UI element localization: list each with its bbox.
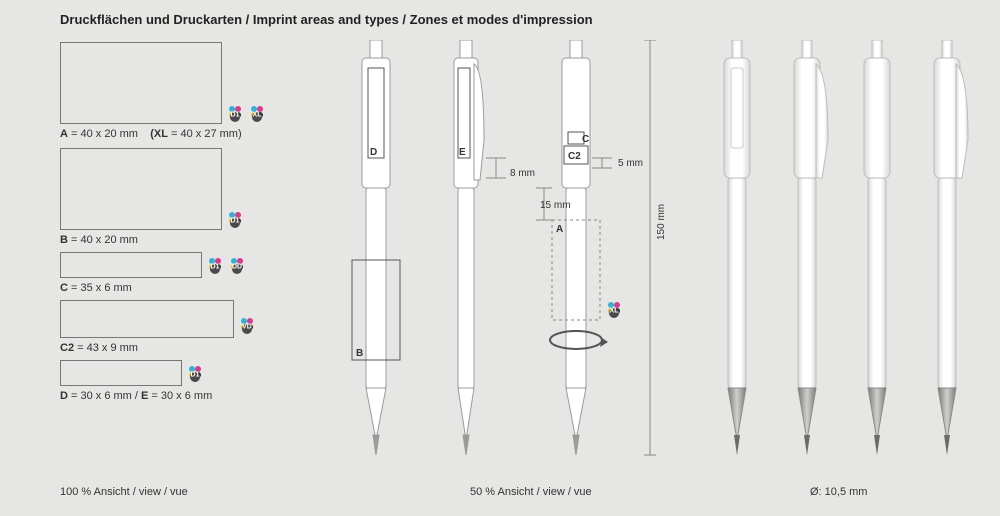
area-DE-icons: D1 <box>186 364 204 382</box>
icon-DD: DD <box>228 256 246 274</box>
area-DE-label: D = 30 x 6 mm / E = 30 x 6 mm <box>60 390 212 402</box>
area-B-icons: D1 <box>226 210 244 228</box>
dim-150mm: 150 mm <box>656 204 667 240</box>
icon-D1: D1 <box>206 256 224 274</box>
icon-D1: D1 <box>226 210 244 228</box>
middle-diagram: D B E <box>330 40 700 470</box>
icon-D1: D1 <box>226 104 244 122</box>
dim-5mm: 5 mm <box>618 158 643 169</box>
dim-15mm: 15 mm <box>540 200 571 211</box>
zone-C2-label: C2 <box>568 151 581 162</box>
footer-mid: 50 % Ansicht / view / vue <box>470 486 592 498</box>
area-C2-icons: VD <box>238 316 256 334</box>
area-B-label: B = 40 x 20 mm <box>60 234 138 246</box>
area-A-icons: D1 XL <box>226 104 266 122</box>
area-C-label: C = 35 x 6 mm <box>60 282 132 294</box>
zone-A-label: A <box>556 224 563 235</box>
zone-B-label: B <box>356 348 363 359</box>
area-A-box <box>60 42 222 124</box>
area-C2-label: C2 = 43 x 9 mm <box>60 342 138 354</box>
area-B-box <box>60 148 222 230</box>
icon-XL: XL <box>605 300 623 318</box>
area-C-icons: D1 DD <box>206 256 246 274</box>
area-C2-box <box>60 300 234 338</box>
icon-XL: XL <box>248 104 266 122</box>
dim-8mm: 8 mm <box>510 168 535 179</box>
zone-D-label: D <box>370 147 377 158</box>
zone-E-label: E <box>459 147 466 158</box>
product-pens <box>720 40 1000 470</box>
footer-right: Ø: 10,5 mm <box>810 486 867 498</box>
page: Druckflächen und Druckarten / Imprint ar… <box>0 0 1000 516</box>
icon-VD: VD <box>238 316 256 334</box>
footer-left: 100 % Ansicht / view / vue <box>60 486 188 498</box>
page-title: Druckflächen und Druckarten / Imprint ar… <box>60 12 593 27</box>
zone-C-label: C <box>582 134 589 145</box>
icon-D1: D1 <box>186 364 204 382</box>
area-C-box <box>60 252 202 278</box>
area-DE-box <box>60 360 182 386</box>
area-A-label: A = 40 x 20 mm (XL = 40 x 27 mm) <box>60 128 242 140</box>
zone-A-XL-icon: XL <box>605 300 623 318</box>
